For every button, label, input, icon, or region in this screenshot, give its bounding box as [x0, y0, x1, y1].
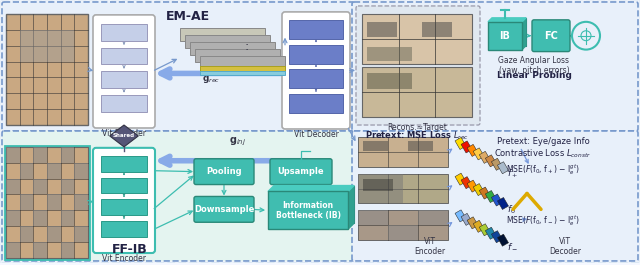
Bar	[33, 46, 47, 61]
Bar	[358, 174, 403, 204]
Bar	[190, 42, 275, 55]
Text: $f_-$: $f_-$	[508, 241, 518, 251]
Bar	[101, 72, 147, 88]
FancyBboxPatch shape	[194, 159, 254, 184]
Bar	[455, 138, 466, 149]
Bar	[485, 155, 497, 167]
Bar	[289, 94, 343, 113]
Bar	[418, 210, 448, 225]
Bar	[485, 227, 497, 239]
Bar	[289, 69, 343, 88]
Bar	[47, 226, 61, 242]
Bar	[33, 210, 47, 226]
Bar	[358, 210, 388, 225]
Bar	[467, 180, 478, 192]
Text: Gaze Angular Loss
(yaw, pitch errors): Gaze Angular Loss (yaw, pitch errors)	[499, 56, 570, 75]
Bar	[363, 141, 388, 151]
Bar	[61, 46, 74, 61]
Bar	[492, 231, 502, 243]
Text: IB: IB	[500, 31, 511, 41]
FancyBboxPatch shape	[352, 2, 638, 131]
Bar	[33, 147, 47, 163]
Bar	[74, 226, 88, 242]
Text: Vit Encoder: Vit Encoder	[102, 129, 146, 138]
Bar	[479, 151, 490, 164]
Polygon shape	[348, 186, 354, 229]
Bar	[289, 20, 343, 39]
Bar	[47, 163, 61, 179]
Bar	[101, 200, 147, 215]
Bar	[101, 95, 147, 112]
Bar	[47, 30, 61, 46]
Text: Recons.≈Target: Recons.≈Target	[387, 123, 447, 132]
Bar	[461, 213, 472, 226]
Bar	[74, 195, 88, 210]
Bar	[20, 163, 33, 179]
Bar	[367, 47, 412, 60]
Bar	[497, 234, 509, 246]
Bar	[461, 176, 472, 189]
Bar	[461, 141, 472, 153]
Bar	[5, 146, 89, 259]
Bar	[485, 191, 497, 202]
Text: MSE($F$(f$_0$, f$_+$) − I$_e^{gt}$): MSE($F$(f$_0$, f$_+$) − I$_e^{gt}$)	[506, 162, 580, 177]
Bar	[20, 226, 33, 242]
Text: Shared: Shared	[113, 134, 135, 138]
Bar	[408, 141, 433, 151]
Bar	[455, 173, 466, 185]
Bar	[422, 22, 452, 37]
FancyBboxPatch shape	[356, 6, 480, 125]
Text: Upsample: Upsample	[278, 167, 324, 176]
Bar	[20, 46, 33, 61]
Text: :: :	[245, 40, 249, 53]
Bar	[358, 137, 448, 167]
Bar	[274, 186, 354, 223]
FancyBboxPatch shape	[93, 148, 155, 253]
Bar	[61, 210, 74, 226]
Bar	[268, 192, 348, 229]
Bar	[6, 179, 20, 195]
Text: MSE($F$(f$_0$, f$_-$) − I$_e^{gt}$): MSE($F$(f$_0$, f$_-$) − I$_e^{gt}$)	[506, 213, 580, 228]
Bar	[289, 45, 343, 64]
Polygon shape	[488, 18, 526, 22]
Polygon shape	[522, 18, 526, 50]
Bar	[6, 210, 20, 226]
Bar	[388, 225, 418, 240]
Text: Pooling: Pooling	[206, 167, 242, 176]
Text: Downsample: Downsample	[194, 205, 254, 214]
Polygon shape	[109, 125, 138, 147]
Text: $f_0$: $f_0$	[508, 203, 516, 216]
Bar	[358, 174, 448, 204]
Bar	[492, 18, 526, 46]
Bar	[101, 178, 147, 193]
Text: FF-IB: FF-IB	[112, 243, 148, 256]
Bar	[6, 14, 88, 125]
Bar	[479, 187, 490, 199]
Bar	[101, 156, 147, 172]
Bar	[33, 242, 47, 258]
FancyBboxPatch shape	[282, 12, 350, 129]
Bar	[61, 179, 74, 195]
Bar	[61, 242, 74, 258]
Bar	[6, 147, 88, 258]
Bar	[358, 210, 448, 240]
Text: $f_+$: $f_+$	[508, 167, 518, 180]
Bar	[180, 28, 265, 41]
Bar	[467, 217, 478, 229]
Bar	[20, 195, 33, 210]
Bar	[33, 30, 47, 46]
Bar	[473, 148, 484, 160]
Bar	[101, 48, 147, 64]
Text: $\mathbf{g}_{rec}$: $\mathbf{g}_{rec}$	[202, 74, 220, 85]
Bar	[47, 195, 61, 210]
Text: $\mathbf{g}_{inj}$: $\mathbf{g}_{inj}$	[229, 136, 246, 148]
Bar	[362, 14, 472, 64]
FancyBboxPatch shape	[93, 15, 155, 128]
Bar	[200, 56, 285, 68]
Bar	[200, 67, 285, 72]
Text: Linear Probing: Linear Probing	[497, 72, 572, 81]
Bar	[479, 224, 490, 236]
Text: Information
Bottleneck (IB): Information Bottleneck (IB)	[275, 201, 340, 220]
Polygon shape	[268, 186, 354, 192]
